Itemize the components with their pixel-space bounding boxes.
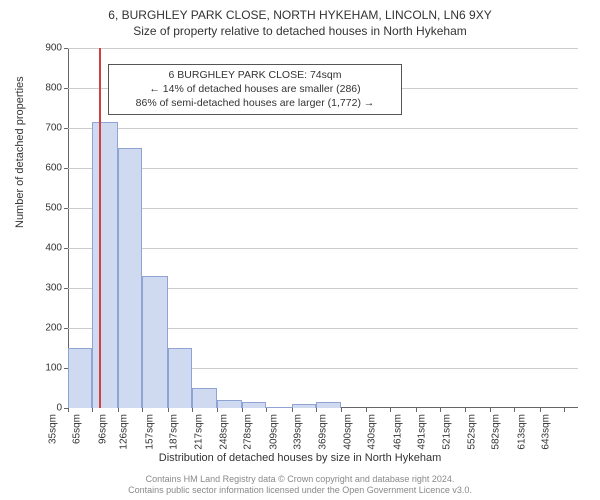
y-tick-label: 900 xyxy=(45,43,62,54)
plot-area: 010020030040050060070080090035sqm65sqm96… xyxy=(68,48,578,408)
footer-attribution: Contains HM Land Registry data © Crown c… xyxy=(0,474,600,496)
x-tick-label: 582sqm xyxy=(491,414,502,450)
x-tick-mark xyxy=(217,408,218,412)
x-tick-label: 248sqm xyxy=(219,414,230,450)
x-tick-label: 157sqm xyxy=(144,414,155,450)
x-tick-mark xyxy=(118,408,119,412)
x-tick-label: 430sqm xyxy=(367,414,378,450)
x-tick-mark xyxy=(465,408,466,412)
y-tick-mark xyxy=(64,88,68,89)
histogram-bar xyxy=(217,400,242,408)
x-tick-label: 369sqm xyxy=(317,414,328,450)
annotation-line: ← 14% of detached houses are smaller (28… xyxy=(115,82,395,96)
histogram-bar xyxy=(68,348,92,408)
marker-line xyxy=(99,48,101,408)
histogram-chart: 6, BURGHLEY PARK CLOSE, NORTH HYKEHAM, L… xyxy=(0,0,600,500)
y-tick-label: 800 xyxy=(45,83,62,94)
y-tick-mark xyxy=(64,208,68,209)
x-tick-mark xyxy=(366,408,367,412)
histogram-bar xyxy=(266,407,291,408)
x-tick-label: 278sqm xyxy=(243,414,254,450)
y-axis-label: Number of detached properties xyxy=(14,76,26,228)
annotation-box: 6 BURGHLEY PARK CLOSE: 74sqm← 14% of det… xyxy=(108,64,402,115)
x-tick-label: 521sqm xyxy=(441,414,452,450)
x-tick-label: 309sqm xyxy=(268,414,279,450)
x-tick-mark xyxy=(292,408,293,412)
chart-title-main: 6, BURGHLEY PARK CLOSE, NORTH HYKEHAM, L… xyxy=(0,0,600,22)
y-tick-label: 0 xyxy=(56,403,62,414)
x-tick-label: 461sqm xyxy=(392,414,403,450)
y-tick-mark xyxy=(64,128,68,129)
y-tick-mark xyxy=(64,48,68,49)
x-tick-label: 643sqm xyxy=(541,414,552,450)
x-tick-mark xyxy=(341,408,342,412)
y-tick-label: 100 xyxy=(45,363,62,374)
x-tick-mark xyxy=(192,408,193,412)
y-tick-label: 400 xyxy=(45,243,62,254)
x-tick-label: 613sqm xyxy=(516,414,527,450)
annotation-line: 6 BURGHLEY PARK CLOSE: 74sqm xyxy=(115,68,395,82)
x-tick-label: 400sqm xyxy=(343,414,354,450)
histogram-bar xyxy=(192,388,216,408)
grid-line xyxy=(68,128,578,129)
x-tick-mark xyxy=(242,408,243,412)
x-tick-mark xyxy=(564,408,565,412)
x-tick-label: 96sqm xyxy=(97,414,108,444)
x-tick-label: 126sqm xyxy=(119,414,130,450)
x-tick-mark xyxy=(92,408,93,412)
histogram-bar xyxy=(316,402,340,408)
x-tick-label: 217sqm xyxy=(193,414,204,450)
histogram-bar xyxy=(168,348,192,408)
footer-line-1: Contains HM Land Registry data © Crown c… xyxy=(146,474,455,484)
x-tick-mark xyxy=(490,408,491,412)
x-tick-mark xyxy=(390,408,391,412)
y-tick-mark xyxy=(64,248,68,249)
y-tick-label: 200 xyxy=(45,323,62,334)
annotation-line: 86% of semi-detached houses are larger (… xyxy=(115,96,395,110)
histogram-bar xyxy=(92,122,117,408)
histogram-bar xyxy=(118,148,142,408)
x-tick-mark xyxy=(514,408,515,412)
histogram-bar xyxy=(242,402,266,408)
grid-line xyxy=(68,208,578,209)
x-tick-mark xyxy=(266,408,267,412)
y-tick-label: 600 xyxy=(45,163,62,174)
chart-title-sub: Size of property relative to detached ho… xyxy=(0,22,600,42)
grid-line xyxy=(68,168,578,169)
x-tick-mark xyxy=(142,408,143,412)
y-tick-label: 300 xyxy=(45,283,62,294)
histogram-bar xyxy=(142,276,167,408)
x-tick-label: 339sqm xyxy=(293,414,304,450)
y-tick-mark xyxy=(64,328,68,329)
x-tick-label: 187sqm xyxy=(169,414,180,450)
x-tick-label: 65sqm xyxy=(72,414,83,444)
x-axis-label: Distribution of detached houses by size … xyxy=(0,452,600,464)
x-tick-mark xyxy=(540,408,541,412)
y-tick-mark xyxy=(64,168,68,169)
grid-line xyxy=(68,248,578,249)
x-tick-mark xyxy=(168,408,169,412)
y-tick-label: 500 xyxy=(45,203,62,214)
grid-line xyxy=(68,48,578,49)
histogram-bar xyxy=(292,404,316,408)
y-tick-mark xyxy=(64,288,68,289)
footer-line-2: Contains public sector information licen… xyxy=(128,485,472,495)
x-tick-label: 552sqm xyxy=(467,414,478,450)
x-tick-mark xyxy=(440,408,441,412)
x-tick-mark xyxy=(68,408,69,412)
x-tick-mark xyxy=(316,408,317,412)
y-tick-label: 700 xyxy=(45,123,62,134)
x-tick-label: 491sqm xyxy=(417,414,428,450)
x-tick-mark xyxy=(416,408,417,412)
x-tick-label: 35sqm xyxy=(47,414,58,444)
